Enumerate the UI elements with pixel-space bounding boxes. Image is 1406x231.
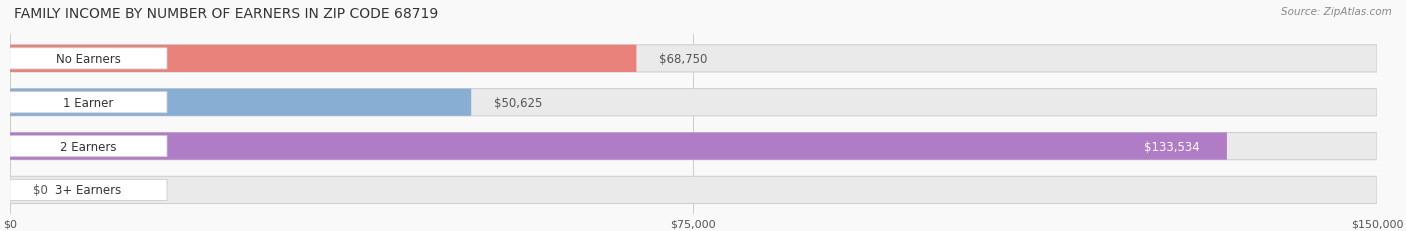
Text: 2 Earners: 2 Earners xyxy=(60,140,117,153)
Text: $0: $0 xyxy=(32,184,48,197)
Text: 3+ Earners: 3+ Earners xyxy=(55,184,121,197)
FancyBboxPatch shape xyxy=(10,46,637,73)
Text: No Earners: No Earners xyxy=(56,53,121,66)
FancyBboxPatch shape xyxy=(10,46,1376,73)
FancyBboxPatch shape xyxy=(10,89,471,116)
Text: FAMILY INCOME BY NUMBER OF EARNERS IN ZIP CODE 68719: FAMILY INCOME BY NUMBER OF EARNERS IN ZI… xyxy=(14,7,439,21)
Text: $133,534: $133,534 xyxy=(1144,140,1199,153)
FancyBboxPatch shape xyxy=(10,133,1376,160)
FancyBboxPatch shape xyxy=(10,179,167,201)
Text: Source: ZipAtlas.com: Source: ZipAtlas.com xyxy=(1281,7,1392,17)
Text: 1 Earner: 1 Earner xyxy=(63,96,114,109)
FancyBboxPatch shape xyxy=(10,92,167,113)
FancyBboxPatch shape xyxy=(10,133,1227,160)
FancyBboxPatch shape xyxy=(10,136,167,157)
FancyBboxPatch shape xyxy=(10,176,1376,204)
Text: $68,750: $68,750 xyxy=(659,53,707,66)
Text: $50,625: $50,625 xyxy=(494,96,543,109)
FancyBboxPatch shape xyxy=(10,49,167,70)
FancyBboxPatch shape xyxy=(10,89,1376,116)
